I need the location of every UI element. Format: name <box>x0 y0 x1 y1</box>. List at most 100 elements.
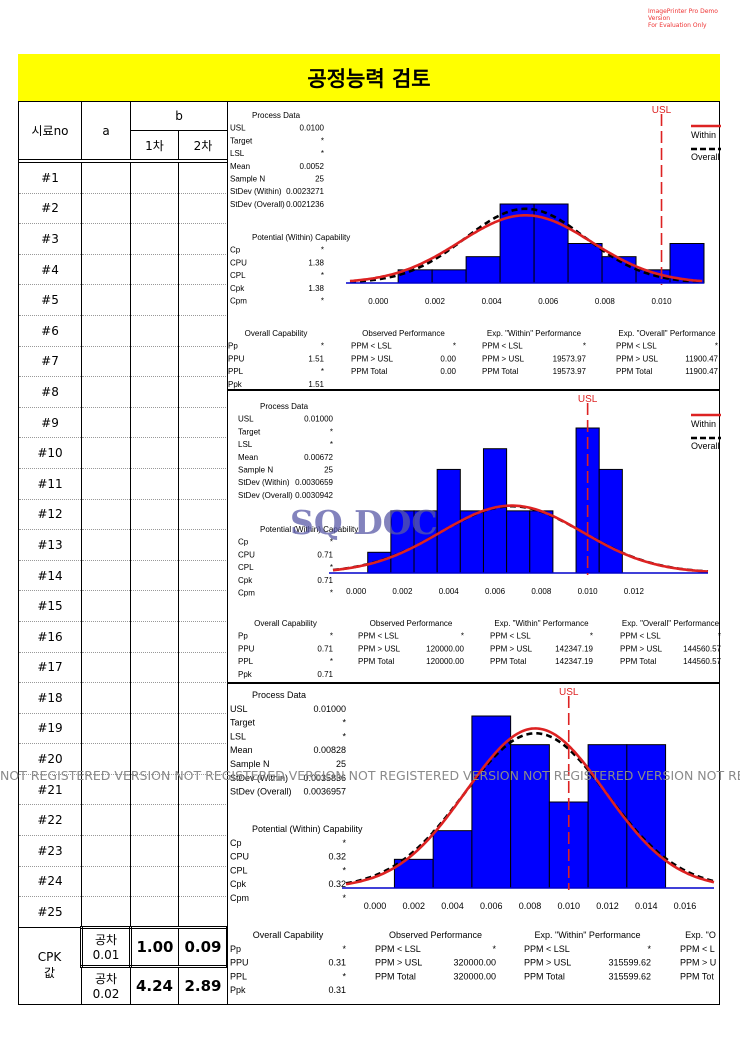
expected-overall-label: PPM < L <box>680 944 715 954</box>
process-data-value: * <box>330 427 333 436</box>
row-label: #4 <box>18 253 82 286</box>
capability-panel-3: 0.000 0.002 0.004 0.006 0.008 0.010 0.012 0.014… <box>227 683 720 1005</box>
overall-capability-label: PPL <box>238 657 254 666</box>
potential-capability-heading: Potential (Within) Capability <box>252 824 363 834</box>
histogram-bar <box>431 269 467 284</box>
cell-b1 <box>130 651 179 684</box>
table-row: #11 <box>18 467 228 500</box>
within-curve <box>349 214 703 283</box>
usl-label: USL <box>652 105 672 116</box>
overall-capability-label: Ppk <box>228 380 243 389</box>
cell-b1 <box>130 345 179 378</box>
cpk-row: 공차 0.024.242.892.18 <box>19 965 265 1005</box>
cell-a <box>81 804 131 837</box>
potential-capability-label: CPL <box>230 271 246 280</box>
overall-capability-label: PPL <box>230 971 247 981</box>
overall-capability-value: 0.71 <box>317 644 333 653</box>
process-data-value: 0.00672 <box>304 453 333 462</box>
x-tick-label: 0.004 <box>482 297 503 306</box>
potential-capability-label: CPL <box>230 865 248 875</box>
cell-b2 <box>178 620 228 653</box>
cell-a <box>81 437 131 469</box>
expected-overall-value: 11900.47 <box>685 367 718 376</box>
header-sample: 시료no <box>18 101 82 160</box>
x-tick-label: 0.010 <box>557 901 580 911</box>
cell-b1 <box>130 682 179 714</box>
row-label: #3 <box>18 223 82 255</box>
cell-a <box>81 712 131 745</box>
x-tick-label: 0.006 <box>480 901 503 911</box>
cell-a <box>81 162 131 194</box>
overall-capability-value: 1.51 <box>308 380 324 389</box>
usl-label: USL <box>578 394 598 405</box>
potential-capability-label: CPU <box>230 258 247 267</box>
expected-overall-label: PPM > U <box>680 958 716 968</box>
expected-overall-label: PPM < LSL <box>616 342 657 351</box>
cell-a <box>81 284 131 316</box>
expected-within-value: 19573.97 <box>553 354 587 363</box>
expected-within-heading: Exp. "Within" Performance <box>487 329 582 338</box>
cell-b2 <box>178 712 228 745</box>
cell-b2 <box>178 804 228 837</box>
histogram-bar <box>436 468 461 574</box>
overall-capability-value: * <box>321 367 324 376</box>
overall-capability-label: PPU <box>230 958 249 968</box>
expected-within-value: 315599.62 <box>608 971 651 981</box>
table-row: #19 <box>18 712 228 745</box>
expected-overall-value: 11900.47 <box>685 354 718 363</box>
expected-within-value: 142347.19 <box>555 644 593 653</box>
potential-capability-value: 1.38 <box>308 284 324 293</box>
overall-capability-label: Pp <box>228 342 238 351</box>
observed-performance-value: 0.00 <box>440 367 456 376</box>
potential-capability-heading: Potential (Within) Capability <box>260 525 358 534</box>
overall-capability-label: Pp <box>230 944 241 954</box>
x-tick-label: 0.008 <box>531 587 552 596</box>
cell-b2 <box>178 498 228 531</box>
expected-within-value: 315599.62 <box>608 958 651 968</box>
histogram-bar <box>465 256 501 284</box>
table-row: #18 <box>18 682 228 714</box>
process-data-label: Target <box>238 427 261 436</box>
potential-capability-value: 1.38 <box>308 258 324 267</box>
histogram-bar <box>432 830 473 889</box>
cell-b2 <box>178 835 228 867</box>
process-data-heading: Process Data <box>252 690 306 700</box>
table-row: #7 <box>18 345 228 378</box>
header-b: b <box>130 101 228 131</box>
capability-panel-1: 0.000 0.002 0.004 0.006 0.008 0.010 USL Within O… <box>227 101 721 390</box>
legend-within-label: Within <box>691 419 716 429</box>
cell-b1 <box>130 498 179 531</box>
observed-performance-label: PPM < LSL <box>375 944 421 954</box>
potential-capability-value: * <box>342 865 346 875</box>
overall-capability-label: PPL <box>228 367 244 376</box>
expected-within-label: PPM Total <box>524 971 565 981</box>
overall-capability-label: Pp <box>238 632 248 641</box>
overall-capability-value: * <box>330 632 333 641</box>
cell-a <box>81 376 131 408</box>
cell-b2 <box>178 651 228 684</box>
cell-a <box>81 559 131 592</box>
demo-line-2: For Evaluation Only <box>648 22 707 29</box>
potential-capability-value: * <box>330 589 333 598</box>
cell-b1 <box>130 559 179 592</box>
process-data-heading: Process Data <box>260 402 309 411</box>
process-data-value: 0.00828 <box>313 745 346 755</box>
process-data-label: StDev (Overall) <box>238 491 293 500</box>
potential-capability-label: Cpk <box>230 284 245 293</box>
cpk-tolerance: 공차 0.02 <box>81 965 131 1005</box>
process-data-label: StDev (Overall) <box>230 787 292 797</box>
expected-within-label: PPM < LSL <box>524 944 570 954</box>
cell-b2 <box>178 529 228 561</box>
histogram-bar <box>506 510 531 574</box>
cell-b2 <box>178 559 228 592</box>
potential-capability-label: Cp <box>230 838 242 848</box>
cell-a <box>81 406 131 439</box>
observed-performance-heading: Observed Performance <box>389 930 482 940</box>
cell-b2 <box>178 773 228 806</box>
row-label: #10 <box>18 437 82 469</box>
cell-a <box>81 529 131 561</box>
observed-performance-value: * <box>461 632 464 641</box>
overall-capability-value: 0.71 <box>317 670 333 679</box>
row-label: #11 <box>18 467 82 500</box>
potential-capability-value: * <box>321 246 324 255</box>
